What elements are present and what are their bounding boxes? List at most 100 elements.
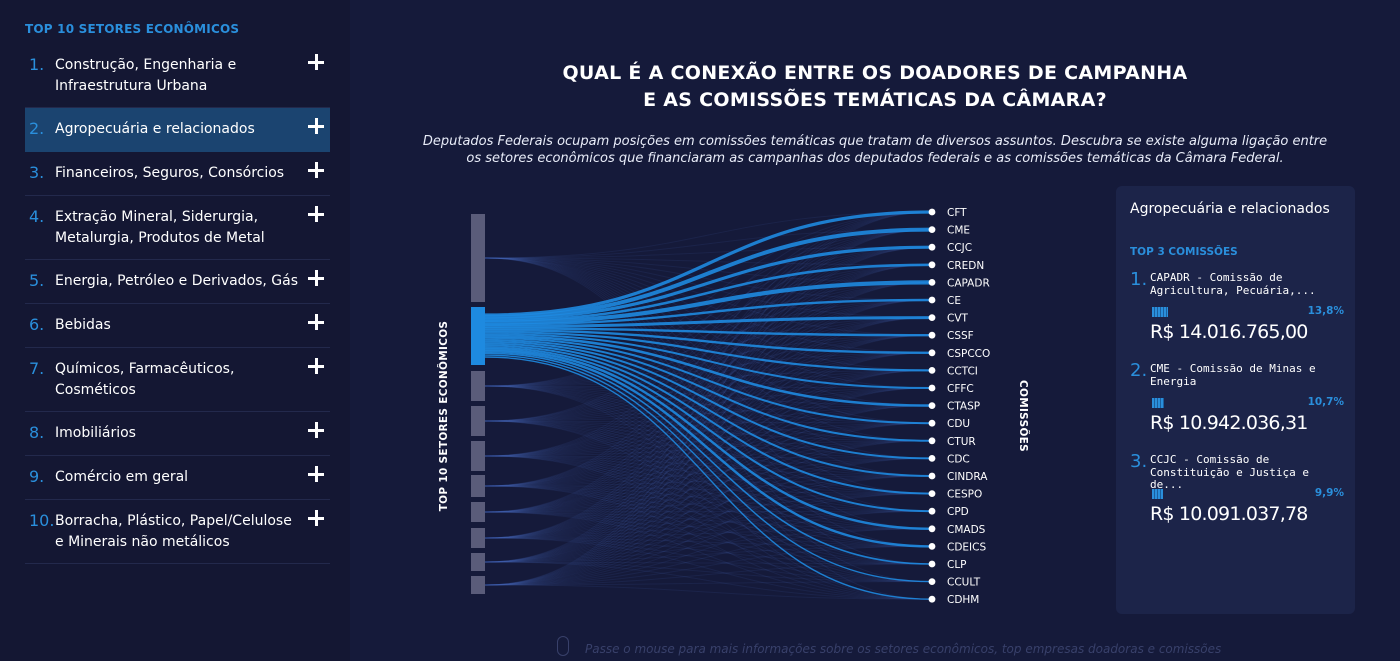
sector-block-9[interactable] — [471, 553, 485, 571]
background-link — [484, 455, 933, 477]
expand-plus-icon[interactable] — [306, 268, 326, 288]
background-link — [484, 537, 933, 547]
sector-block-6[interactable] — [471, 475, 485, 497]
sector-block-7[interactable] — [471, 502, 485, 522]
commission-node[interactable] — [928, 402, 936, 409]
commission-node[interactable] — [928, 349, 936, 357]
commission-label[interactable]: CMADS — [947, 524, 986, 536]
background-link — [484, 405, 933, 457]
sector-item-8[interactable]: 8. Imobiliários — [25, 412, 330, 456]
expand-plus-icon[interactable] — [306, 52, 326, 72]
background-link — [484, 537, 933, 600]
commission-node[interactable] — [928, 331, 936, 339]
background-link — [484, 581, 933, 586]
panel-subtitle: TOP 3 COMISSÕES — [1130, 246, 1238, 258]
commission-label[interactable]: CDC — [947, 453, 970, 465]
background-link — [484, 485, 933, 600]
commission-node[interactable] — [928, 314, 936, 321]
highlight-link — [484, 333, 933, 389]
expand-plus-icon[interactable] — [306, 204, 326, 224]
sector-block-10[interactable] — [471, 576, 485, 594]
background-link — [484, 264, 933, 513]
expand-plus-icon[interactable] — [306, 312, 326, 332]
expand-plus-icon[interactable] — [306, 464, 326, 484]
commission-node[interactable] — [928, 578, 936, 585]
expand-plus-icon[interactable] — [306, 356, 326, 376]
expand-plus-icon[interactable] — [306, 116, 326, 136]
left-axis-label: TOP 10 SETORES ECONÔMICOS — [437, 321, 450, 512]
background-link — [484, 229, 933, 457]
commission-label[interactable]: CREDN — [947, 260, 984, 272]
commission-node[interactable] — [928, 208, 936, 216]
commission-node[interactable] — [928, 543, 936, 550]
commission-node[interactable] — [928, 437, 936, 445]
background-link — [484, 511, 933, 530]
commission-node[interactable] — [928, 419, 936, 427]
commission-label[interactable]: CAPADR — [947, 277, 990, 289]
commission-label[interactable]: CINDRA — [947, 471, 988, 483]
sector-block-8[interactable] — [471, 528, 485, 548]
sector-item-7[interactable]: 7. Químicos, Farmacêuticos, Cosméticos — [25, 348, 330, 412]
expand-plus-icon[interactable] — [306, 420, 326, 440]
commission-label[interactable]: CFFC — [947, 383, 974, 395]
commission-node[interactable] — [928, 490, 936, 497]
commission-node[interactable] — [928, 243, 936, 251]
commission-label[interactable]: CSSF — [947, 330, 974, 342]
sector-block-4[interactable] — [471, 406, 485, 436]
commission-label[interactable]: CCULT — [947, 577, 981, 589]
commission-label[interactable]: CDU — [947, 418, 970, 430]
commission-label[interactable]: CSPCCO — [947, 348, 990, 360]
commission-label[interactable]: CDEICS — [947, 541, 986, 553]
commission-label[interactable]: CME — [947, 225, 970, 237]
commission-label[interactable]: CCTCI — [947, 365, 978, 377]
commission-node[interactable] — [928, 261, 936, 269]
commission-label[interactable]: CVT — [947, 313, 969, 325]
sector-number: 8. — [29, 423, 45, 442]
commission-label[interactable]: CLP — [947, 559, 967, 571]
background-link — [484, 440, 933, 539]
sector-item-3[interactable]: 3. Financeiros, Seguros, Consórcios — [25, 152, 330, 196]
sector-item-5[interactable]: 5. Energia, Petróleo e Derivados, Gás — [25, 260, 330, 304]
commission-node[interactable] — [928, 367, 936, 374]
background-link — [484, 510, 933, 539]
commission-node[interactable] — [928, 455, 936, 462]
sector-block-2[interactable] — [471, 307, 485, 365]
commission-label[interactable]: CE — [947, 295, 961, 307]
commission-node[interactable] — [928, 226, 936, 234]
commission-node[interactable] — [928, 507, 936, 515]
commission-label[interactable]: CTUR — [947, 436, 976, 448]
background-link — [484, 475, 933, 563]
mouse-icon — [557, 636, 569, 656]
sector-block-1[interactable] — [471, 214, 485, 302]
sector-item-9[interactable]: 9. Comércio em geral — [25, 456, 330, 500]
commission-label[interactable]: CDHM — [947, 594, 979, 606]
background-link — [484, 537, 933, 583]
panel-title: Agropecuária e relacionados — [1130, 201, 1330, 217]
background-link — [484, 420, 933, 424]
sector-item-2[interactable]: 2. Agropecuária e relacionados — [25, 108, 330, 152]
commission-label[interactable]: CPD — [947, 506, 969, 518]
sector-number: 4. — [29, 207, 45, 226]
sector-item-1[interactable]: 1. Construção, Engenharia e Infraestrutur… — [25, 44, 330, 108]
expand-plus-icon[interactable] — [306, 160, 326, 180]
commission-label[interactable]: CESPO — [947, 489, 982, 501]
commission-node[interactable] — [928, 525, 936, 533]
commission-node[interactable] — [928, 595, 936, 603]
commission-node[interactable] — [928, 296, 936, 304]
commission-node[interactable] — [928, 279, 936, 286]
expand-plus-icon[interactable] — [306, 508, 326, 528]
commission-node[interactable] — [928, 472, 936, 480]
commission-label[interactable]: CTASP — [947, 401, 980, 413]
sector-block-3[interactable] — [471, 371, 485, 401]
sector-block-5[interactable] — [471, 441, 485, 471]
commission-label[interactable]: CFT — [947, 207, 967, 219]
sector-item-6[interactable]: 6. Bebidas — [25, 304, 330, 348]
commission-node[interactable] — [928, 384, 936, 392]
background-link — [484, 299, 933, 513]
sector-label: Energia, Petróleo e Derivados, Gás — [55, 273, 299, 289]
commission-label[interactable]: CCJC — [947, 242, 972, 254]
sector-item-10[interactable]: 10. Borracha, Plástico, Papel/Celulose e … — [25, 500, 330, 564]
commission-node[interactable] — [928, 560, 936, 568]
sector-item-4[interactable]: 4. Extração Mineral, Siderurgia, Metalurg… — [25, 196, 330, 260]
background-link — [484, 385, 933, 407]
